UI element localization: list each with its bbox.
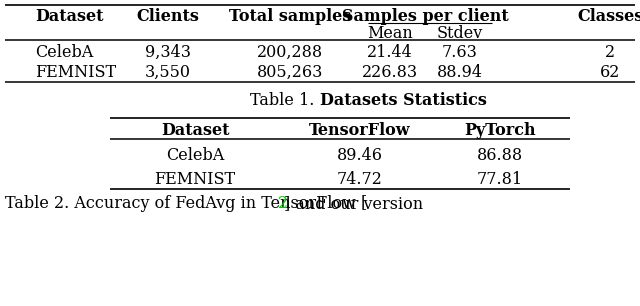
Text: 89.46: 89.46 — [337, 147, 383, 164]
Text: CelebA: CelebA — [166, 147, 224, 164]
Text: FEMNIST: FEMNIST — [35, 64, 116, 81]
Text: 200,288: 200,288 — [257, 44, 323, 61]
Text: FEMNIST: FEMNIST — [154, 171, 236, 188]
Text: Dataset: Dataset — [161, 122, 229, 139]
Text: 2: 2 — [278, 195, 288, 212]
Text: Table 1.: Table 1. — [250, 92, 320, 109]
Text: 9,343: 9,343 — [145, 44, 191, 61]
Text: Samples per client: Samples per client — [342, 8, 508, 25]
Text: Total samples: Total samples — [229, 8, 351, 25]
Text: Table 2. Accuracy of FedAvg in TensorFlow [: Table 2. Accuracy of FedAvg in TensorFlo… — [5, 195, 367, 212]
Text: 7.63: 7.63 — [442, 44, 478, 61]
Text: 77.81: 77.81 — [477, 171, 523, 188]
Text: Datasets Statistics: Datasets Statistics — [320, 92, 487, 109]
Text: 21.44: 21.44 — [367, 44, 413, 61]
Text: Clients: Clients — [136, 8, 200, 25]
Text: PyTorch: PyTorch — [464, 122, 536, 139]
Text: 226.83: 226.83 — [362, 64, 418, 81]
Text: 2: 2 — [605, 44, 615, 61]
Text: CelebA: CelebA — [35, 44, 93, 61]
Text: TensorFlow: TensorFlow — [309, 122, 411, 139]
Text: 3,550: 3,550 — [145, 64, 191, 81]
Text: 805,263: 805,263 — [257, 64, 323, 81]
Text: 62: 62 — [600, 64, 620, 81]
Text: 74.72: 74.72 — [337, 171, 383, 188]
Text: 86.88: 86.88 — [477, 147, 523, 164]
Text: Stdev: Stdev — [437, 25, 483, 42]
Text: ] and our version: ] and our version — [284, 195, 424, 212]
Text: 88.94: 88.94 — [437, 64, 483, 81]
Text: Dataset: Dataset — [35, 8, 104, 25]
Text: Classes: Classes — [577, 8, 640, 25]
Text: Mean: Mean — [367, 25, 413, 42]
